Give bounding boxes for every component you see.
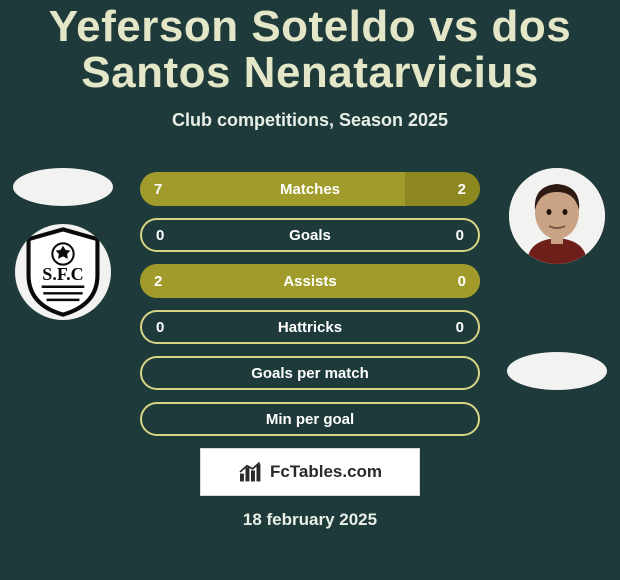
shield-icon: S.F.C [22, 226, 104, 318]
stat-value-left: 7 [154, 181, 162, 198]
stat-label: Goals per match [251, 365, 369, 382]
fctables-label: FcTables.com [270, 462, 382, 482]
stat-value-right: 0 [456, 227, 464, 244]
stats-panel: Matches72Goals00Assists20Hattricks00Goal… [140, 172, 480, 448]
player-right-column [502, 168, 612, 390]
stat-value-right: 0 [458, 273, 466, 290]
stat-row: Hattricks 0 0 [140, 310, 480, 344]
stat-row: Goals 0 0 [140, 218, 480, 252]
player-left-club-crest: S.F.C [15, 224, 111, 320]
stat-label: Min per goal [266, 411, 354, 428]
fctables-watermark: FcTables.com [200, 448, 420, 496]
stat-label: Assists [283, 273, 336, 290]
stat-value-right: 2 [458, 181, 466, 198]
stat-label: Goals [289, 227, 331, 244]
stat-row: Matches 7 2 [140, 172, 480, 206]
stat-value-right: 0 [456, 319, 464, 336]
player-left-column: S.F.C [8, 168, 118, 320]
face-icon [509, 168, 605, 264]
comparison-infographic: Yeferson Soteldo vs dos Santos Nenatarvi… [0, 0, 620, 580]
stat-row: Goals per match [140, 356, 480, 390]
page-title: Yeferson Soteldo vs dos Santos Nenatarvi… [0, 0, 620, 96]
bar-chart-icon [238, 461, 264, 483]
stat-row: Assists 2 0 [140, 264, 480, 298]
subtitle: Club competitions, Season 2025 [0, 110, 620, 131]
stat-value-left: 2 [154, 273, 162, 290]
date-line: 18 february 2025 [0, 510, 620, 530]
player-right-avatar [509, 168, 605, 264]
stat-label: Hattricks [278, 319, 342, 336]
stat-label: Matches [280, 181, 340, 198]
stat-value-left: 0 [156, 227, 164, 244]
crest-text: S.F.C [42, 264, 83, 284]
player-left-flag [13, 168, 113, 206]
stat-row: Min per goal [140, 402, 480, 436]
player-right-flag [507, 352, 607, 390]
stat-value-left: 0 [156, 319, 164, 336]
